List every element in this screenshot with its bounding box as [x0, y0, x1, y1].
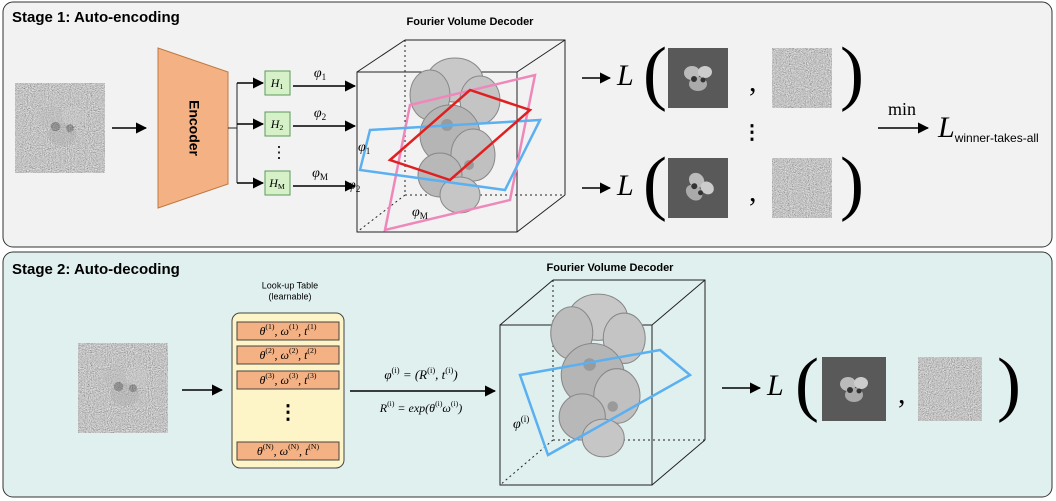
math-text: = exp(θ: [394, 401, 435, 415]
math-text: , ω: [274, 324, 288, 338]
superscript: (1): [307, 322, 316, 331]
subscript: 1: [322, 72, 327, 82]
math-text: , t: [435, 367, 446, 382]
math-text: , ω: [274, 348, 288, 362]
superscript: (1): [289, 322, 298, 331]
observed-image: [772, 48, 832, 108]
superscript: (N): [288, 442, 299, 451]
subscript: 2: [356, 184, 361, 194]
observed-image: [772, 158, 832, 218]
subscript: 1: [279, 82, 283, 91]
superscript: (i): [392, 365, 400, 375]
superscript: (N): [308, 442, 319, 451]
min-label: min: [888, 99, 916, 119]
paren: ): [840, 33, 864, 113]
superscript: (3): [265, 371, 274, 380]
paren: (: [795, 344, 819, 424]
ellipsis: ⋮: [271, 145, 287, 162]
math-text: = (R: [400, 367, 428, 382]
math-text: , ω: [274, 444, 288, 458]
loss-symbol: L: [616, 59, 634, 92]
math-text: ): [457, 401, 462, 415]
subscript: 2: [279, 123, 283, 132]
ellipsis: ⋮: [278, 402, 298, 424]
paren: (: [643, 143, 667, 223]
decoder-title: Fourier Volume Decoder: [547, 262, 675, 274]
ellipsis: ⋮: [742, 122, 762, 144]
math-text: L: [937, 111, 955, 144]
subscript: 2: [322, 112, 327, 122]
superscript: (1): [265, 322, 274, 331]
subscript: M: [278, 182, 285, 191]
table-title: Look-up Table: [262, 280, 318, 290]
superscript: (N): [263, 442, 274, 451]
encoder-label: Encoder: [186, 100, 202, 157]
observed-image: [918, 357, 982, 421]
comma: ,: [749, 65, 757, 98]
superscript: (i): [427, 365, 435, 375]
subscript: winner-takes-all: [954, 131, 1039, 145]
stage1-title: Stage 1: Auto-encoding: [12, 9, 180, 26]
math-text: ω: [442, 401, 450, 415]
superscript: (2): [289, 346, 298, 355]
superscript: (3): [289, 371, 298, 380]
math-text: , ω: [274, 373, 288, 387]
subscript: M: [320, 172, 328, 182]
superscript: (2): [265, 346, 274, 355]
superscript: (2): [307, 346, 316, 355]
comma: ,: [749, 175, 757, 208]
math-text: ): [452, 367, 457, 382]
math-text: φ: [384, 367, 391, 382]
diagram: Stage 1: Auto-encoding Encoder H1 H2 HM …: [0, 0, 1056, 501]
stage2-title: Stage 2: Auto-decoding: [12, 261, 180, 278]
paren: (: [643, 33, 667, 113]
decoder-title: Fourier Volume Decoder: [407, 16, 535, 28]
subscript: M: [420, 211, 428, 221]
paren: ): [997, 344, 1021, 424]
superscript: (3): [307, 371, 316, 380]
paren: ): [840, 143, 864, 223]
loss-symbol: L: [616, 169, 634, 202]
loss-symbol: L: [766, 369, 784, 402]
superscript: (i): [521, 414, 530, 424]
superscript: (i): [445, 365, 453, 375]
table-title: (learnable): [268, 291, 311, 301]
subscript: 1: [366, 146, 371, 156]
comma: ,: [898, 377, 906, 410]
